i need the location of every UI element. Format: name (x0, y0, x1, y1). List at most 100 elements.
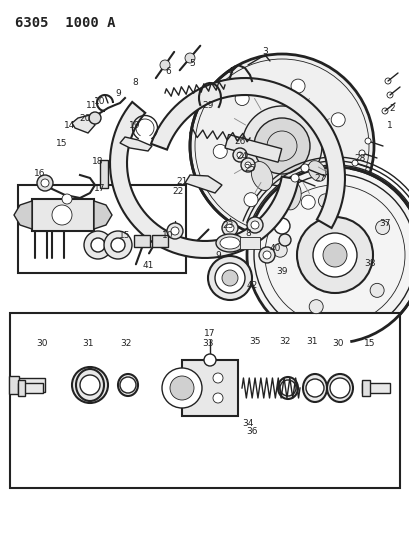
Bar (18, 380, 25, 396)
Bar (100, 160, 108, 188)
Circle shape (170, 376, 193, 400)
Bar (225, 134, 281, 162)
Circle shape (221, 270, 237, 286)
Text: 36: 36 (246, 426, 257, 435)
Text: 11: 11 (86, 101, 97, 109)
Text: 10: 10 (94, 96, 106, 106)
Text: 18: 18 (92, 157, 103, 166)
Ellipse shape (326, 374, 352, 402)
Circle shape (225, 224, 234, 232)
Bar (152, 235, 168, 247)
Text: 30: 30 (331, 338, 343, 348)
Circle shape (204, 354, 216, 366)
Ellipse shape (282, 182, 301, 210)
Bar (18, 185, 186, 273)
Ellipse shape (308, 160, 325, 181)
Text: 6305  1000 A: 6305 1000 A (15, 16, 115, 30)
Circle shape (41, 179, 49, 187)
Circle shape (104, 231, 132, 259)
Text: 42: 42 (246, 280, 257, 289)
Text: 38: 38 (363, 259, 375, 268)
Text: 4: 4 (227, 67, 232, 76)
Text: 3: 3 (261, 46, 267, 55)
Circle shape (91, 238, 105, 252)
Text: 17: 17 (94, 183, 106, 192)
Ellipse shape (277, 377, 297, 399)
Text: 28: 28 (353, 154, 365, 163)
Polygon shape (120, 137, 152, 151)
Circle shape (243, 193, 257, 207)
Circle shape (250, 221, 258, 229)
Circle shape (232, 148, 246, 162)
Polygon shape (94, 201, 112, 229)
Polygon shape (151, 78, 344, 228)
Circle shape (375, 221, 389, 235)
Circle shape (246, 167, 409, 343)
Circle shape (245, 162, 250, 168)
Bar (9, 376, 19, 394)
Circle shape (84, 231, 112, 259)
Circle shape (80, 375, 100, 395)
Text: 5: 5 (189, 59, 194, 68)
Circle shape (166, 223, 182, 239)
Circle shape (254, 118, 309, 174)
Text: 15: 15 (363, 338, 375, 348)
Circle shape (301, 195, 315, 209)
Circle shape (246, 217, 262, 233)
Circle shape (296, 217, 372, 293)
Circle shape (207, 256, 252, 300)
Polygon shape (184, 175, 221, 193)
Ellipse shape (76, 369, 104, 401)
Circle shape (272, 243, 287, 257)
Text: 2: 2 (388, 103, 394, 112)
Circle shape (213, 144, 227, 158)
Bar (18, 383, 43, 393)
Text: 15: 15 (56, 139, 67, 148)
Text: 27: 27 (314, 174, 325, 182)
Text: 30: 30 (36, 338, 47, 348)
Text: 33: 33 (202, 338, 213, 348)
Circle shape (37, 175, 53, 191)
Circle shape (351, 160, 357, 166)
Ellipse shape (251, 161, 272, 190)
Circle shape (213, 373, 222, 383)
Circle shape (364, 138, 370, 144)
Polygon shape (72, 115, 95, 133)
Circle shape (279, 380, 295, 396)
Circle shape (258, 247, 274, 263)
Bar (361, 383, 389, 393)
Circle shape (262, 251, 270, 259)
Circle shape (273, 218, 289, 234)
Circle shape (221, 220, 237, 236)
Polygon shape (14, 201, 32, 229)
Text: 20: 20 (79, 114, 90, 123)
Text: 16: 16 (34, 168, 46, 177)
Text: 34: 34 (242, 418, 253, 427)
Circle shape (308, 300, 322, 314)
Circle shape (358, 150, 364, 156)
Text: 31: 31 (306, 336, 317, 345)
Circle shape (111, 238, 125, 252)
Circle shape (214, 263, 245, 293)
Text: 29: 29 (202, 101, 213, 109)
Circle shape (240, 158, 254, 172)
Circle shape (235, 92, 249, 106)
Circle shape (89, 112, 101, 124)
Circle shape (329, 378, 349, 398)
Circle shape (171, 227, 179, 235)
Bar (17, 378, 45, 392)
Circle shape (120, 377, 136, 393)
Text: 10: 10 (162, 230, 173, 239)
Circle shape (189, 54, 373, 238)
Text: 9: 9 (115, 88, 121, 98)
Bar (134, 235, 150, 247)
Circle shape (184, 53, 195, 63)
Circle shape (290, 79, 304, 93)
Ellipse shape (118, 374, 138, 396)
Text: 32: 32 (279, 336, 290, 345)
Text: 37: 37 (378, 219, 390, 228)
Text: 8: 8 (132, 77, 137, 86)
Ellipse shape (220, 237, 239, 249)
Text: 31: 31 (82, 338, 94, 348)
Text: 19: 19 (129, 120, 140, 130)
